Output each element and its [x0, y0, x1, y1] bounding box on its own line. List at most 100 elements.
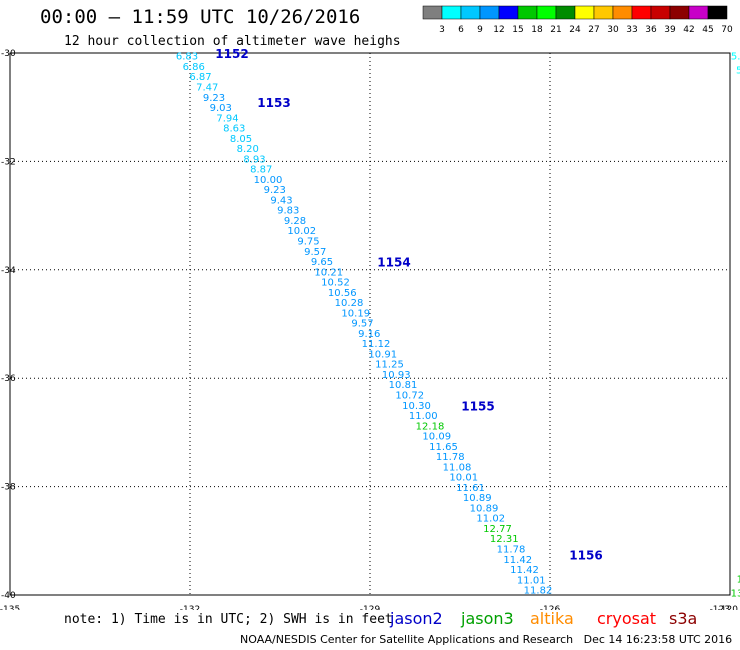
swh-value-label: 8.05: [230, 134, 252, 145]
legend-altika: altika: [530, 609, 574, 628]
colorbar-tick-label: 6: [458, 25, 464, 35]
x-tick-label: -135: [0, 605, 20, 610]
credit-text: NOAA/NESDIS Center for Satellite Applica…: [240, 633, 574, 646]
swh-value-label: 8.20: [237, 144, 259, 155]
colorbar-tick-label: 36: [645, 25, 657, 35]
swh-value-label: 10.52: [321, 278, 350, 289]
swh-value-label: 10.09: [422, 432, 451, 443]
y-tick-label: -32: [1, 157, 16, 167]
swh-value-label: 7.47: [196, 83, 218, 94]
colorbar-tick-label: 18: [531, 25, 543, 35]
swh-value-label: 9.03: [210, 103, 232, 114]
colorbar-swatch: [707, 5, 728, 20]
swh-value-label: 9.23: [264, 185, 286, 196]
colorbar-tick-label: 70: [721, 25, 733, 35]
swh-value-label: 11.61: [456, 483, 485, 494]
swh-value-label: 8.93: [243, 154, 265, 165]
x-tick-label: -123: [710, 605, 730, 610]
pass-time-label: 1156: [569, 548, 602, 562]
swh-value-label: 10.56: [328, 288, 357, 299]
colorbar-tick-label: 33: [626, 25, 637, 35]
timestamp-text: Dec 14 16:23:58 UTC 2016: [583, 633, 733, 646]
legend-jason3: jason3: [461, 609, 514, 628]
footer-credit: NOAA/NESDIS Center for Satellite Applica…: [240, 633, 732, 646]
swh-value-label: 9.28: [284, 216, 306, 227]
swh-value-label: 11.00: [409, 411, 438, 422]
swh-value-label: 13.71: [731, 588, 740, 599]
swh-value-label: 10.93: [382, 370, 411, 381]
swh-value-label: 8.63: [223, 124, 245, 135]
swh-value-label: 6.83: [176, 52, 198, 63]
pass-time-label: 1155: [461, 399, 494, 413]
swh-value-label: 6.86: [183, 62, 205, 73]
colorbar-tick-label: 9: [477, 25, 483, 35]
swh-value-label: 10.00: [254, 175, 283, 186]
y-tick-label: -38: [1, 483, 16, 493]
pass-time-label: 1154: [377, 256, 410, 270]
swh-value-label: 11.42: [510, 565, 539, 576]
swh-value-label: 11.02: [476, 514, 505, 525]
colorbar-tick-label: 30: [607, 25, 619, 35]
swh-value-label: 10.19: [341, 308, 370, 319]
swh-value-label: 10.89: [463, 493, 492, 504]
swh-value-label: 10.01: [449, 473, 478, 484]
swh-value-label: 10.28: [335, 298, 364, 309]
swh-value-label: 11.12: [362, 339, 391, 350]
colorbar-tick-label: 24: [569, 25, 581, 35]
swh-value-label: 11.65: [429, 442, 458, 453]
page-title: 00:00 – 11:59 UTC 10/26/2016: [40, 6, 361, 28]
swh-value-label: 9.16: [358, 329, 380, 340]
swh-value-label: 9.83: [277, 206, 299, 217]
pass-time-label: 1152: [215, 47, 248, 61]
x-tick-label: -129: [360, 605, 381, 610]
swh-value-label: 11.08: [443, 462, 472, 473]
swh-value-label: 5.72: [731, 52, 740, 63]
swh-value-label: 12.18: [416, 421, 445, 432]
swh-value-label: 10.81: [389, 380, 418, 391]
swh-value-label: 12.31: [490, 534, 519, 545]
colorbar-tick-label: 42: [683, 25, 694, 35]
swh-value-label: 9.23: [203, 93, 225, 104]
swh-value-label: 9.43: [270, 195, 292, 206]
swh-value-label: 9.65: [311, 257, 333, 268]
colorbar-tick-label: 21: [550, 25, 561, 35]
swh-value-label: 8.87: [250, 165, 272, 176]
y-tick-label: -30: [1, 49, 16, 59]
page-subtitle: 12 hour collection of altimeter wave hei…: [64, 34, 401, 49]
y-tick-label: -34: [1, 266, 16, 276]
note-text: note: 1) Time is in UTC; 2) SWH is in fe…: [64, 612, 393, 627]
swh-value-label: 7.94: [216, 113, 238, 124]
legend-cryosat: cryosat: [597, 609, 657, 628]
legend-s3a: s3a: [669, 609, 698, 628]
y-tick-label: -40: [1, 591, 16, 601]
swh-value-label: 10.72: [395, 391, 424, 402]
swh-value-label: 9.57: [304, 247, 326, 258]
swh-value-label: 10.30: [402, 401, 431, 412]
swh-value-label: 5.62: [736, 65, 740, 76]
swh-value-label: 11.01: [517, 575, 546, 586]
x-tick-label: -132: [180, 605, 200, 610]
swh-value-label: 10.02: [287, 226, 316, 237]
colorbar-tick-label: 15: [512, 25, 523, 35]
swh-value-label: 11.78: [497, 545, 526, 556]
altimeter-map: -135 -132 -129 -126 -123-120 -30 -32 -34 -36 -38 -…: [0, 47, 740, 610]
swh-value-label: 9.75: [297, 237, 319, 248]
swh-value-label: 11.78: [436, 452, 465, 463]
colorbar-tick-label: 3: [439, 25, 445, 35]
swh-value-label: 10.89: [470, 503, 499, 514]
swh-value-label: 10.21: [314, 267, 343, 278]
swh-value-label: 12.77: [483, 524, 512, 535]
legend-jason2: jason2: [390, 609, 443, 628]
swh-value-label: 10.91: [368, 349, 397, 360]
swh-value-label: 9.57: [351, 319, 373, 330]
swh-value-label: 6.87: [189, 72, 211, 83]
colorbar-tick-label: 39: [664, 25, 676, 35]
colorbar-tick-label: 12: [493, 25, 504, 35]
x-tick-label: -120: [718, 605, 739, 610]
x-tick-label: -126: [540, 605, 561, 610]
colorbar-tick-label: 27: [588, 25, 599, 35]
track-layer: 6.836.866.877.479.239.037.948.638.058.20…: [176, 47, 740, 599]
swh-value-label: 11.42: [503, 555, 532, 566]
colorbar-tick-label: 45: [702, 25, 713, 35]
